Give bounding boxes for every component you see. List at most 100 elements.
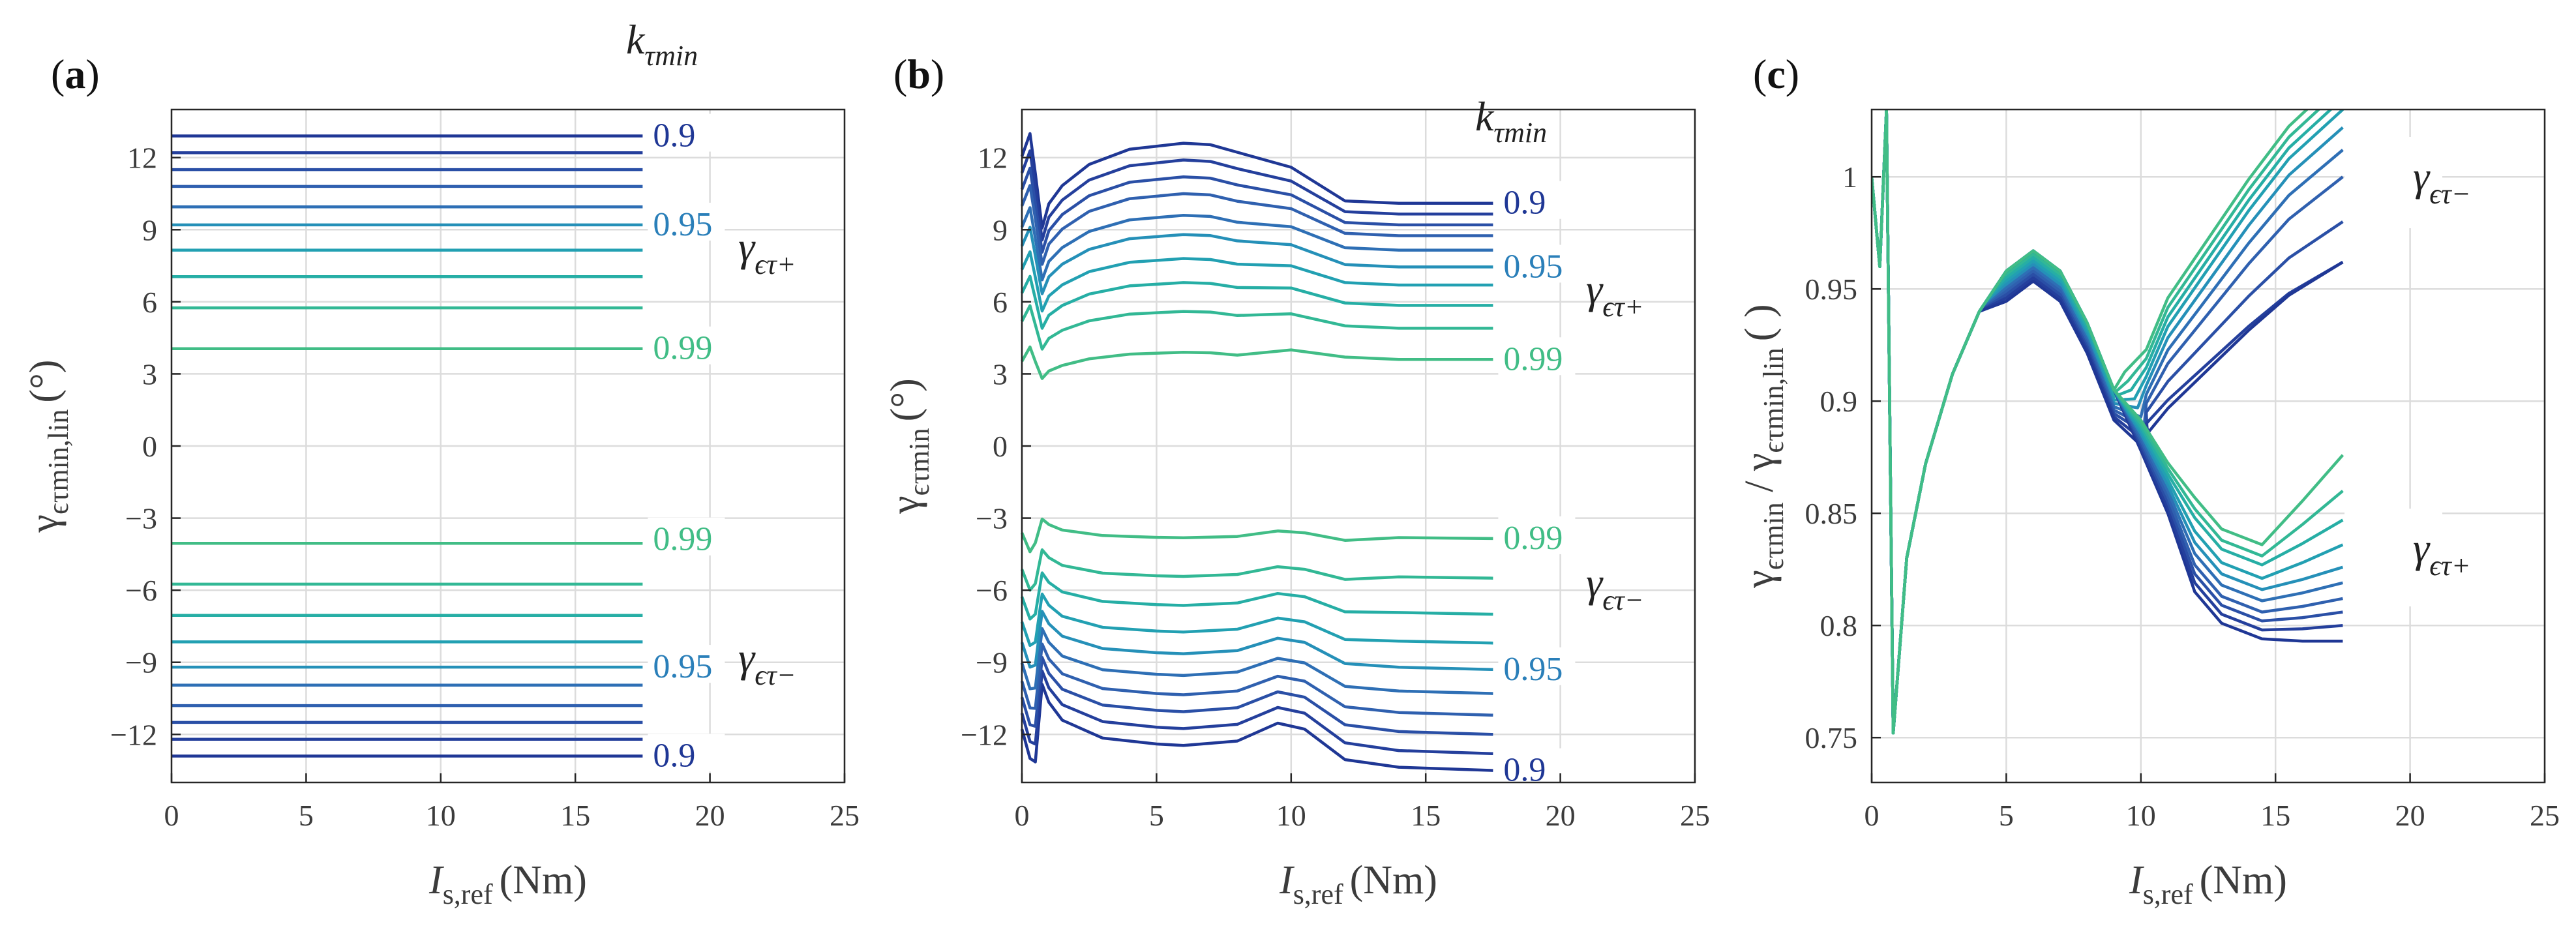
panel-a-ytick-label: −6 [125, 574, 157, 607]
panel-b-ytick-label: 12 [978, 141, 1008, 175]
panel-b-series-neg [1020, 656, 1493, 736]
panel-a-curve-labels: 0.9 0.95 0.99 0.99 0.95 0.9 [648, 113, 725, 774]
panel-b-curve-label-bg [1498, 516, 1576, 554]
panel-c-xtick-label: 20 [2395, 799, 2425, 832]
panel-b-label: (b) [893, 51, 944, 97]
panel-b-series-pos [1020, 206, 1493, 282]
panel-b-series-neg [1020, 571, 1493, 621]
panel-a-curve-label-bg [648, 326, 725, 364]
panel-a-lines [172, 134, 643, 758]
panel-b-series-neg [1020, 669, 1493, 756]
panel-b-series-pos [1020, 166, 1493, 254]
panel-b-xtick-label: 5 [1149, 799, 1164, 832]
panel-c-lines [1872, 110, 2344, 735]
panel-c-series-upper [1872, 110, 2333, 735]
panel-b-series-neg [1020, 610, 1493, 672]
panel-a-curve-label: 0.95 [653, 206, 712, 243]
panel-c-xtick-label: 0 [1865, 799, 1880, 832]
panel-a-ytick-label: 12 [127, 141, 157, 175]
panel-a-curve-label-bg [648, 202, 725, 241]
panel-a-xtick-label: 10 [426, 799, 456, 832]
panel-a-curve-label: 0.9 [653, 117, 695, 155]
panel-b-ytick-label: −9 [976, 646, 1008, 679]
panel-b-curve-label-bg [1498, 748, 1576, 786]
panel-a-ytick-label: 9 [142, 213, 157, 246]
panel-b-ytick-label: 0 [993, 430, 1008, 463]
panel-c-annotation-bg-upper [2344, 137, 2442, 228]
panel-c-ytick-label: 0.95 [1805, 273, 1858, 306]
panel-b-series-pos [1020, 184, 1493, 266]
panel-b-xtick-label: 0 [1015, 799, 1030, 832]
panel-b-annotation-lower: γϵτ− [1586, 559, 1643, 616]
k-label-title-b: kτmin [1475, 93, 1547, 149]
panel-c-frame [1870, 108, 2546, 784]
panel-c-ylabel: γϵτmin / γϵτmin,lin( ) [1737, 304, 1790, 588]
panel-a-ytick-label: 6 [142, 286, 157, 319]
panel-b-lines [1020, 132, 1493, 772]
panel-a-ytick-label: 3 [142, 357, 157, 391]
panel-b-series-pos [1020, 250, 1493, 313]
panel-a-xtick-label: 0 [164, 799, 179, 832]
panel-a-curve-label: 0.9 [653, 737, 695, 774]
panel-a-ytick-label: −12 [110, 718, 157, 751]
panel-b-ytick-label: −12 [961, 718, 1008, 751]
panel-b-xtick-label: 25 [1680, 799, 1710, 832]
panel-a-xtick-label: 5 [299, 799, 314, 832]
panel-a-ytick-label: −9 [125, 646, 157, 679]
panel-a-grid [170, 110, 846, 782]
panel-c-ytick-label: 0.9 [1820, 385, 1858, 418]
panel-a-xtick-label: 20 [695, 799, 725, 832]
panel-c-annotation-upper: γϵτ− [2413, 153, 2470, 210]
panel-a-ylabel: γϵτmin,lin(°) [22, 360, 74, 533]
panel-a-annotation-upper: γϵτ+ [738, 224, 796, 280]
panel-b-curve-label-bg [1498, 647, 1576, 685]
panel-b-curve-label-bg [1498, 181, 1576, 219]
panel-b-curve-label: 0.95 [1503, 248, 1563, 285]
panel-b-series-neg [1020, 517, 1493, 554]
panel-b-series-neg [1020, 683, 1493, 772]
panel-b: (b) kτmin 0.90.950.990.990.950.9 0 5 10 15 2… [883, 51, 1710, 910]
panel-b-series-neg [1020, 592, 1493, 647]
panel-b-ytick-label: −3 [976, 502, 1008, 535]
panel-c-xtick-label: 25 [2530, 799, 2560, 832]
panel-c-series-lower [1872, 110, 2343, 735]
panel-a-curve-label-bg [648, 734, 725, 772]
panel-a-curve-label: 0.99 [653, 521, 712, 558]
panel-b-curve-label: 0.9 [1503, 185, 1546, 222]
panel-c-xlabel: Is,ref (Nm) [2129, 858, 2287, 910]
panel-a-curve-label: 0.99 [653, 330, 712, 367]
panel-c-label: (c) [1753, 51, 1799, 97]
panel-b-ytick-label: 9 [993, 213, 1008, 246]
panel-b-curve-label-bg [1498, 245, 1576, 283]
panel-c-series-lower [1872, 110, 2344, 735]
panel-b-ytick-label: −6 [976, 574, 1008, 607]
panel-a-label: (a) [51, 51, 100, 97]
panel-c-ytick-label: 1 [1842, 160, 1857, 194]
panel-a-curve-label-bg [648, 645, 725, 683]
panel-b-ticks: 0 5 10 15 20 25 −12 −9 −6 −3 0 3 6 9 12 [961, 141, 1710, 832]
panel-a-xlabel: Is,ref (Nm) [428, 858, 587, 910]
panel-a-xtick-label: 25 [830, 799, 860, 832]
panel-b-series-pos [1020, 149, 1493, 242]
panel-b-series-pos [1020, 132, 1493, 230]
panel-b-curve-label-bg [1498, 337, 1576, 376]
panel-a-xtick-label: 15 [560, 799, 590, 832]
panel-b-annotation-upper: γϵτ+ [1586, 266, 1643, 323]
panel-a-ytick-label: 0 [142, 430, 157, 463]
panel-c-ticks: 0 5 10 15 20 25 0.75 0.8 0.85 0.9 0.95 1 [1805, 160, 2560, 832]
panel-b-series-neg [1020, 548, 1493, 592]
panel-b-ytick-label: 6 [993, 286, 1008, 319]
panel-a-annotation-lower: γϵτ− [738, 634, 796, 691]
panel-b-ylabel: γϵτmin(°) [883, 378, 935, 514]
panel-b-series-neg [1020, 627, 1493, 695]
panel-a-curve-label-bg [648, 517, 725, 556]
panel-b-curve-label: 0.95 [1503, 651, 1563, 688]
panel-c-ytick-label: 0.85 [1805, 497, 1858, 530]
panel-b-series-neg [1020, 642, 1493, 717]
panel-a: (a) kτmin 0.9 0.95 0.99 0.99 0.95 0.9 0 5 10 15 2… [22, 16, 860, 910]
panel-b-xlabel: Is,ref (Nm) [1279, 858, 1437, 910]
panel-c-annotation-lower: γϵτ+ [2413, 525, 2470, 582]
panel-c: (c) 0 5 10 15 20 25 0.75 0.8 0.85 0.9 0.95 1 γϵτ− γ… [1737, 51, 2560, 910]
panel-a-ticks: 0 5 10 15 20 25 −12 −9 −6 −3 0 3 6 9 12 [110, 141, 860, 832]
